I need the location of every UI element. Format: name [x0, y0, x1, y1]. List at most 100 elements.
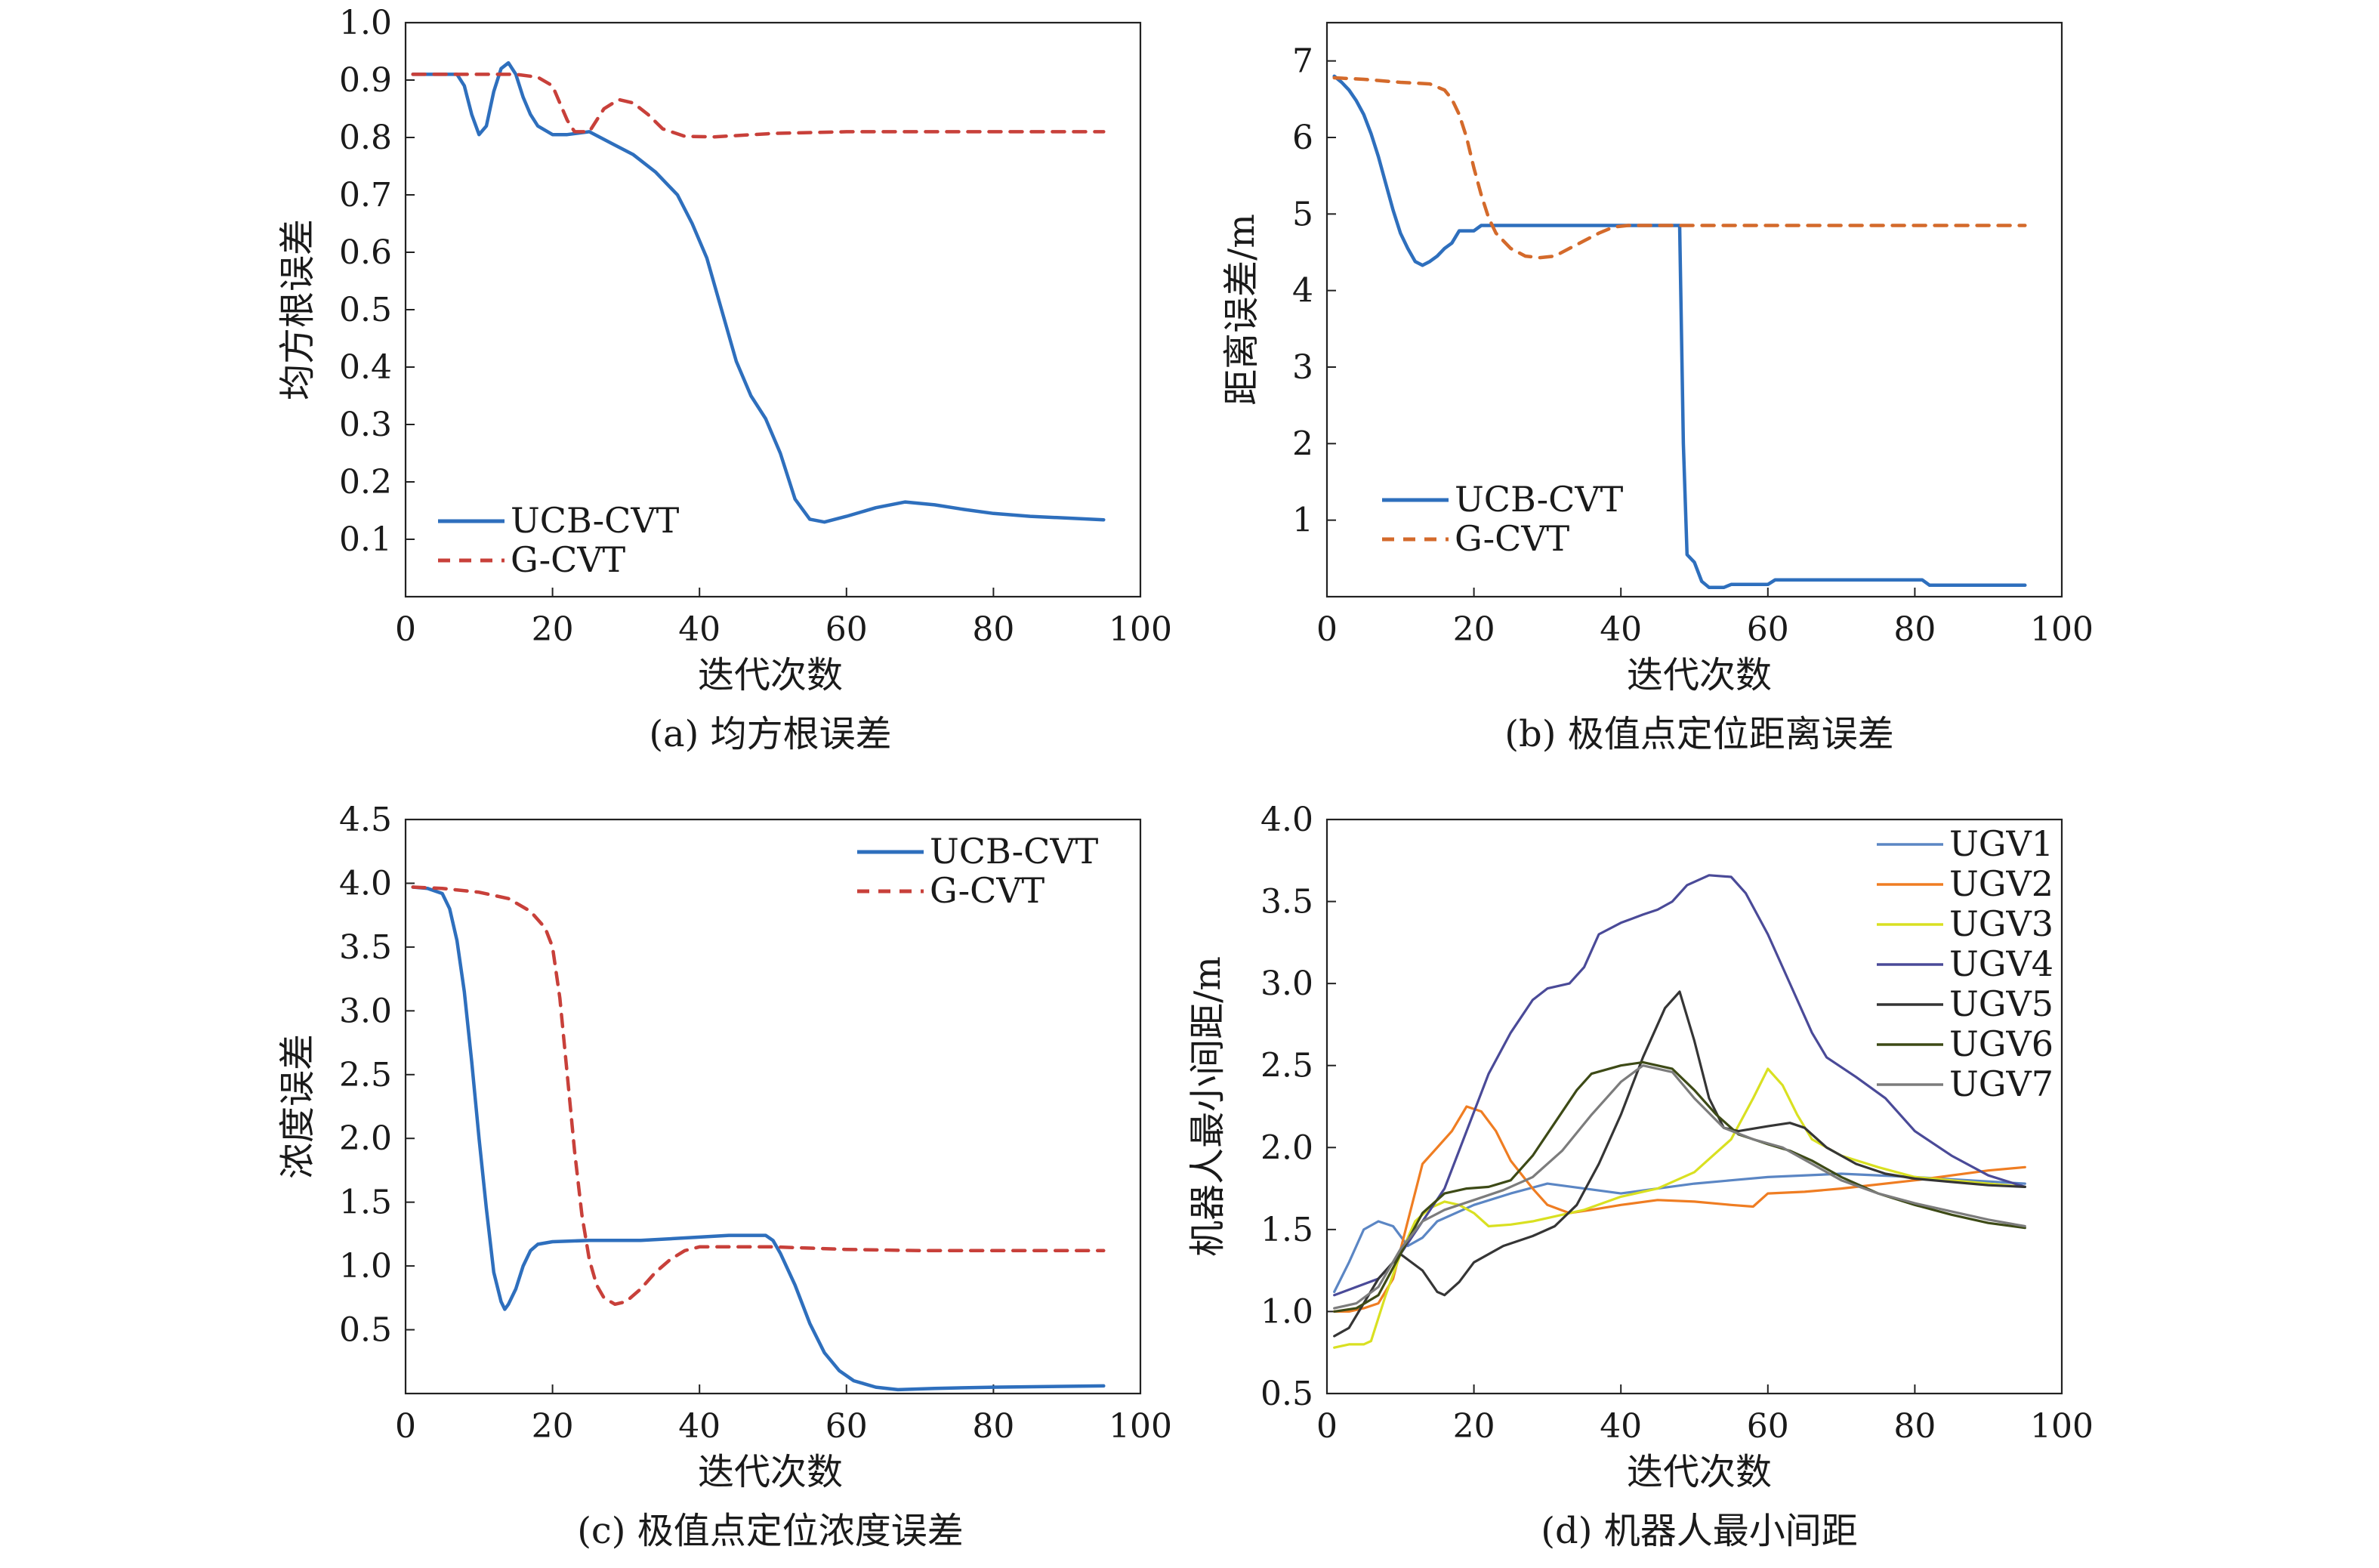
panel-caption: (c) 极值点定位浓度误差	[577, 1510, 964, 1552]
y-tick-label: 2.5	[1260, 1047, 1313, 1085]
x-tick-label: 60	[1747, 1407, 1789, 1446]
y-tick-label: 3.0	[339, 992, 392, 1030]
series-line-g-cvt	[1332, 76, 2027, 260]
x-tick-label: 0	[395, 610, 416, 649]
series-line-ucb-cvt	[1332, 74, 2027, 590]
panel-d: 0 20 40 60 80 100 0.5 1.0 1.5 2.0 2.5 3.0 3.5 4.0 迭代次数…	[1186, 801, 2094, 1552]
plot-frame	[404, 818, 1142, 1395]
y-tick-label: 3.5	[339, 928, 392, 967]
y-axis-title: 距离误差/m	[1220, 214, 1263, 406]
y-tick-label: 6	[1292, 119, 1313, 157]
y-tick-label: 3	[1292, 348, 1313, 387]
x-tick-label: 20	[1453, 610, 1495, 649]
series-line-ugv1	[1333, 1172, 2026, 1293]
x-tick-label: 0	[1316, 610, 1338, 649]
y-tick-label: 0.2	[339, 463, 392, 502]
y-tick-label: 0.9	[339, 61, 392, 100]
x-axis-title: 迭代次数	[1627, 1451, 1772, 1493]
y-tick-label: 4.0	[339, 864, 392, 903]
series-line-ugv3	[1333, 1067, 2026, 1349]
y-tick-label: 1	[1292, 502, 1313, 540]
series-line-ugv4	[1333, 874, 2026, 1297]
y-tick-label: 4.5	[339, 801, 392, 839]
x-tick-label: 100	[2030, 610, 2094, 649]
y-tick-label: 2.0	[339, 1119, 392, 1158]
x-tick-label: 60	[1747, 610, 1789, 649]
y-tick-label: 2	[1292, 424, 1313, 463]
x-tick-label: 80	[1893, 1407, 1936, 1446]
legend-label: UGV3	[1949, 903, 2053, 944]
x-tick-label: 80	[972, 1407, 1014, 1446]
y-tick-label: 4.0	[1260, 801, 1313, 839]
y-tick-label: 2.5	[339, 1056, 392, 1094]
y-axis-title: 浓度误差	[276, 1034, 319, 1179]
panel-c: 0 20 40 60 80 100 0.5 1.0 1.5 2.0 2.5 3.0 3.5 4.0 4.5 迭…	[276, 801, 1172, 1552]
series-line-ugv7	[1333, 1064, 2026, 1310]
x-axis-title: 迭代次数	[1627, 654, 1772, 696]
y-tick-label: 1.0	[339, 4, 392, 42]
x-tick-label: 100	[2030, 1407, 2094, 1446]
y-tick-label: 0.5	[339, 1311, 392, 1350]
x-tick-label: 0	[1316, 1407, 1338, 1446]
y-tick-label: 1.5	[339, 1184, 392, 1222]
y-tick-label: 1.0	[1260, 1292, 1313, 1331]
y-tick-label: 7	[1292, 42, 1313, 81]
series-line-ugv5	[1333, 990, 2026, 1338]
y-tick-label: 0.4	[339, 348, 392, 387]
panel-caption: (b) 极值点定位距离误差	[1504, 713, 1893, 755]
series-line-g-cvt	[411, 73, 1106, 139]
series-line-ucb-cvt	[411, 60, 1106, 524]
y-tick-label: 5	[1292, 195, 1313, 233]
x-tick-label: 100	[1109, 1407, 1172, 1446]
y-tick-label: 0.5	[1260, 1375, 1313, 1413]
panel-a: 0 20 40 60 80 100 0.1 0.2 0.3 0.4 0.5 0.6 0.7 0.8 0.9 1…	[276, 4, 1172, 755]
x-tick-label: 20	[1453, 1407, 1495, 1446]
legend-label: UGV4	[1949, 943, 2053, 984]
x-tick-label: 40	[678, 1407, 720, 1446]
series-line-ugv2	[1333, 1105, 2026, 1313]
legend-label: G-CVT	[930, 870, 1045, 911]
x-tick-label: 40	[1600, 1407, 1642, 1446]
y-tick-label: 3.5	[1260, 883, 1313, 921]
plot-frame	[1325, 818, 2063, 1395]
panel-b: 0 20 40 60 80 100 1 2 3 4 5 6 7 迭代次数 距离误差/m (b) 极值点定位距离…	[1220, 21, 2094, 755]
x-axis-title: 迭代次数	[698, 654, 843, 696]
x-tick-label: 40	[678, 610, 720, 649]
series-line-g-cvt	[411, 885, 1106, 1307]
y-tick-label: 0.7	[339, 176, 392, 215]
series-line-ugv6	[1333, 1060, 2026, 1313]
legend-label: UGV7	[1949, 1063, 2053, 1104]
y-tick-label: 0.3	[339, 406, 392, 444]
y-tick-label: 3.0	[1260, 965, 1313, 1003]
y-tick-label: 1.0	[339, 1247, 392, 1286]
x-tick-label: 100	[1109, 610, 1172, 649]
legend-label: UGV2	[1949, 863, 2053, 904]
panel-caption: (a) 均方根误差	[649, 713, 891, 755]
x-tick-label: 20	[532, 610, 574, 649]
y-tick-label: 2.0	[1260, 1128, 1313, 1167]
legend-label: UGV1	[1949, 823, 2053, 864]
legend-label: UCB-CVT	[930, 831, 1099, 872]
series-line-ucb-cvt	[411, 885, 1106, 1392]
legend-label: G-CVT	[511, 539, 626, 580]
legend-label: UCB-CVT	[1455, 479, 1624, 520]
y-tick-label: 0.5	[339, 291, 392, 329]
y-tick-label: 0.1	[339, 520, 392, 559]
x-tick-label: 80	[972, 610, 1014, 649]
x-tick-label: 20	[532, 1407, 574, 1446]
y-axis-title: 均方根误差	[276, 219, 319, 400]
legend-label: G-CVT	[1455, 518, 1570, 559]
x-tick-label: 60	[825, 610, 868, 649]
x-tick-label: 60	[825, 1407, 868, 1446]
legend-label: UGV6	[1949, 1023, 2053, 1064]
x-axis-title: 迭代次数	[698, 1451, 843, 1493]
y-axis-title: 机器人最小间距/m	[1186, 956, 1229, 1257]
x-tick-label: 0	[395, 1407, 416, 1446]
x-tick-label: 40	[1600, 610, 1642, 649]
y-tick-label: 0.8	[339, 119, 392, 157]
